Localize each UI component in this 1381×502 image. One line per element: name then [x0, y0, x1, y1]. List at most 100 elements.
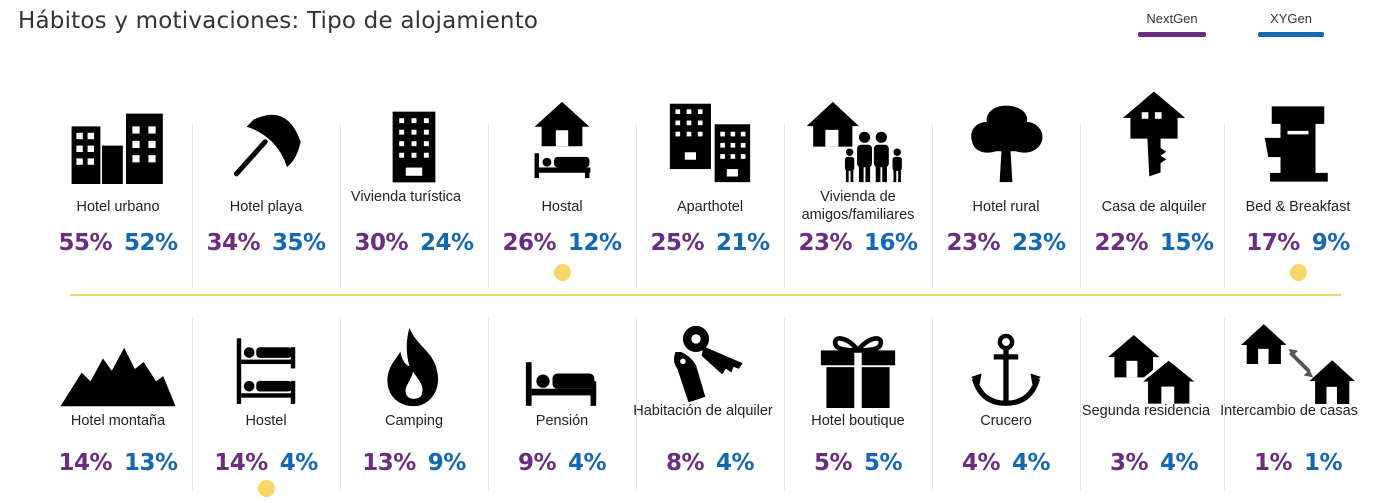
- highlight-dot: [554, 264, 571, 281]
- item-label: Aparthotel: [676, 199, 744, 215]
- xygen-value: 12%: [568, 230, 622, 256]
- item-label: Crucero: [980, 413, 1032, 429]
- item-values: 23% 23%: [932, 230, 1080, 256]
- column-separator: [636, 124, 637, 288]
- item-values: 23% 16%: [784, 230, 932, 256]
- item-values: 14% 13%: [44, 450, 192, 476]
- nextgen-value: 13%: [362, 450, 416, 476]
- item-values: 9% 4%: [488, 450, 636, 476]
- xygen-value: 15%: [1160, 230, 1214, 256]
- accommodation-item: Hotel playa 34% 35%: [192, 88, 340, 288]
- house-exchange-icon: [1224, 302, 1372, 408]
- accommodation-item: Pensión 9% 4%: [488, 302, 636, 502]
- accommodation-item: Crucero 4% 4%: [932, 302, 1080, 502]
- item-label: Camping: [384, 413, 444, 429]
- item-values: 25% 21%: [636, 230, 784, 256]
- item-values: 4% 4%: [932, 450, 1080, 476]
- item-label: Habitación de alquiler: [633, 403, 773, 419]
- column-separator: [488, 318, 489, 490]
- xygen-value: 4%: [1012, 450, 1051, 476]
- tree-icon: [932, 88, 1080, 184]
- xygen-value: 4%: [568, 450, 607, 476]
- accommodation-item: Aparthotel 25% 21%: [636, 88, 784, 288]
- accommodation-item: Casa de alquiler 22% 15%: [1080, 88, 1228, 288]
- item-values: 3% 4%: [1080, 450, 1228, 476]
- legend-nextgen-label: NextGen: [1146, 11, 1198, 26]
- mountains-icon: [44, 302, 192, 408]
- house-bed-icon: [488, 88, 636, 184]
- coffee-maker-icon: [1224, 88, 1372, 184]
- item-label: Hotel boutique: [811, 413, 905, 429]
- item-values: 8% 4%: [636, 450, 784, 476]
- beach-umbrella-icon: [192, 88, 340, 184]
- key-tag-icon: [636, 302, 784, 408]
- item-values: 1% 1%: [1224, 450, 1372, 476]
- column-separator: [192, 124, 193, 288]
- nextgen-value: 23%: [946, 230, 1000, 256]
- item-label: Pensión: [535, 413, 589, 429]
- nextgen-value: 14%: [58, 450, 112, 476]
- nextgen-value: 34%: [206, 230, 260, 256]
- column-separator: [784, 124, 785, 288]
- column-separator: [1224, 124, 1225, 288]
- nextgen-value: 1%: [1253, 450, 1293, 476]
- nextgen-value: 25%: [650, 230, 704, 256]
- anchor-icon: [932, 302, 1080, 408]
- column-separator: [1224, 318, 1225, 490]
- nextgen-value: 17%: [1246, 230, 1300, 256]
- legend-xygen-label: XYGen: [1270, 11, 1312, 26]
- legend-nextgen: NextGen: [1138, 11, 1206, 37]
- item-values: 30% 24%: [340, 230, 488, 256]
- column-separator: [932, 124, 933, 288]
- item-label: Hostal: [541, 199, 583, 215]
- xygen-value: 24%: [420, 230, 474, 256]
- bed-icon: [488, 302, 636, 408]
- accommodation-item: Intercambio de casas 1% 1%: [1220, 302, 1372, 502]
- item-values: 14% 4%: [192, 450, 340, 476]
- item-label: Casa de alquiler: [1101, 199, 1207, 215]
- item-values: 17% 9%: [1224, 230, 1372, 256]
- nextgen-value: 4%: [961, 450, 1001, 476]
- legend-xygen-swatch: [1258, 32, 1324, 37]
- row-divider: [70, 294, 1341, 296]
- nextgen-value: 5%: [813, 450, 853, 476]
- house-family-icon: [784, 88, 932, 184]
- item-values: 22% 15%: [1080, 230, 1228, 256]
- xygen-value: 23%: [1012, 230, 1066, 256]
- column-separator: [784, 318, 785, 490]
- column-separator: [636, 318, 637, 490]
- accommodation-item: Hotel boutique 5% 5%: [784, 302, 932, 502]
- accommodation-item: Hostel 14% 4%: [192, 302, 340, 502]
- item-values: 5% 5%: [784, 450, 932, 476]
- nextgen-value: 3%: [1109, 450, 1149, 476]
- item-label: Hostel: [245, 413, 287, 429]
- accommodation-item: Hotel urbano 55% 52%: [44, 88, 192, 288]
- accommodation-item: Hotel montaña 14% 13%: [44, 302, 192, 502]
- nextgen-value: 26%: [502, 230, 556, 256]
- flame-icon: [340, 302, 488, 408]
- nextgen-value: 30%: [354, 230, 408, 256]
- column-separator: [1080, 318, 1081, 490]
- nextgen-value: 22%: [1094, 230, 1148, 256]
- highlight-dot: [258, 480, 275, 497]
- legend-nextgen-swatch: [1138, 32, 1206, 37]
- item-values: 13% 9%: [340, 450, 488, 476]
- xygen-value: 52%: [124, 230, 178, 256]
- nextgen-value: 14%: [214, 450, 268, 476]
- item-label: Bed & Breakfast: [1245, 199, 1351, 215]
- accommodation-item: Habitación de alquiler 8% 4%: [633, 302, 784, 502]
- item-label: Hotel montaña: [70, 413, 166, 429]
- xygen-value: 1%: [1304, 450, 1343, 476]
- chart-title: Hábitos y motivaciones: Tipo de alojamie…: [18, 8, 539, 34]
- accommodation-item: Vivienda turística 30% 24%: [340, 88, 488, 288]
- bunk-beds-icon: [192, 302, 340, 408]
- highlight-dot: [1290, 264, 1307, 281]
- xygen-value: 13%: [124, 450, 178, 476]
- house-key-icon: [1080, 88, 1228, 184]
- nextgen-value: 8%: [665, 450, 705, 476]
- xygen-value: 21%: [716, 230, 770, 256]
- item-values: 55% 52%: [44, 230, 192, 256]
- accommodation-item: Camping 13% 9%: [340, 302, 488, 502]
- xygen-value: 4%: [279, 450, 319, 476]
- column-separator: [1080, 124, 1081, 288]
